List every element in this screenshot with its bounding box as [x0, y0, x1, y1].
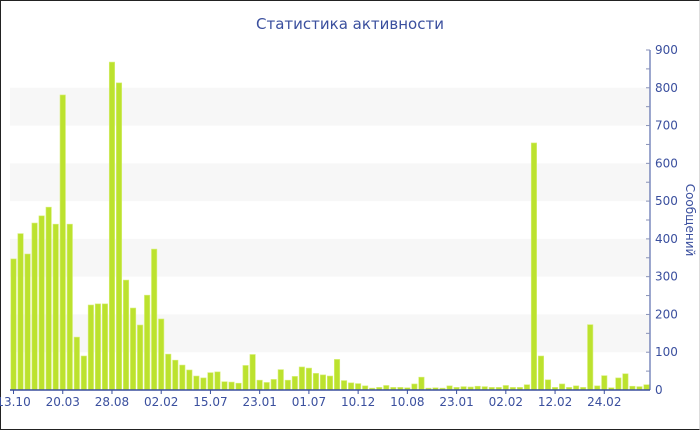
bar — [277, 369, 284, 391]
x-tick-label: 28.08 — [95, 395, 129, 409]
x-tick-label: 02.02 — [144, 395, 178, 409]
bar — [319, 374, 326, 391]
bar — [10, 258, 17, 391]
bar — [193, 375, 200, 391]
bar — [45, 206, 52, 391]
bar — [221, 381, 228, 391]
y-tick-label: 600 — [655, 156, 678, 170]
bar — [348, 382, 355, 391]
bar — [242, 365, 249, 391]
bar — [87, 304, 94, 391]
bar — [24, 253, 31, 391]
grid-band — [10, 163, 650, 202]
bar — [207, 372, 214, 391]
bar — [94, 303, 101, 391]
bar — [537, 355, 545, 391]
x-tick-label: 01.07 — [292, 395, 326, 409]
chart-title: Статистика активности — [256, 15, 444, 33]
y-tick-label: 500 — [655, 194, 678, 208]
bar — [228, 381, 235, 391]
bar — [545, 379, 552, 391]
y-tick-label: 700 — [655, 119, 678, 133]
bar — [179, 364, 186, 391]
bar — [263, 382, 270, 391]
bar — [291, 376, 298, 391]
grid-band — [10, 87, 650, 126]
bar — [284, 379, 291, 391]
y-tick-label: 400 — [655, 232, 678, 246]
bar — [38, 215, 45, 391]
bar — [355, 383, 362, 391]
grid-band — [10, 238, 650, 277]
x-tick-label: 12.02 — [538, 395, 572, 409]
bar — [256, 379, 263, 391]
bar — [601, 375, 608, 391]
bar — [298, 366, 305, 391]
bar — [312, 373, 319, 391]
bar — [80, 355, 87, 391]
bar — [411, 383, 418, 391]
y-tick-label: 200 — [655, 307, 678, 321]
bar — [587, 324, 594, 391]
bar — [418, 376, 425, 391]
x-tick-label: 10.12 — [341, 395, 375, 409]
bar — [530, 142, 537, 391]
bar — [137, 324, 144, 391]
bar — [523, 384, 530, 391]
bar — [158, 318, 165, 391]
x-tick-label: 20.03 — [46, 395, 80, 409]
bar — [151, 248, 158, 391]
y-tick-label: 0 — [655, 383, 663, 397]
x-tick-label: 24.02 — [587, 395, 621, 409]
bar — [130, 307, 137, 391]
bar — [101, 303, 108, 391]
bar — [326, 375, 334, 391]
bar — [615, 377, 622, 391]
x-tick-label: 13.10 — [0, 395, 31, 409]
bar — [31, 222, 38, 391]
bar — [200, 377, 207, 391]
bar — [123, 279, 130, 391]
bar — [66, 223, 73, 391]
y-tick-label: 100 — [655, 345, 678, 359]
bar — [108, 61, 115, 391]
y-axis: 0 100 200 300 400 500 600 700 800 900 — [646, 43, 678, 397]
bar — [52, 223, 59, 391]
bar — [115, 82, 123, 391]
x-tick-label: 23.01 — [242, 395, 276, 409]
bar — [144, 294, 151, 391]
y-tick-label: 800 — [655, 81, 678, 95]
bar — [249, 354, 256, 391]
bar — [73, 336, 80, 391]
bar — [643, 384, 650, 391]
bar — [270, 379, 277, 391]
y-axis-label: Сообщений — [683, 184, 697, 257]
bar — [559, 383, 566, 391]
y-tick-label: 900 — [655, 43, 678, 57]
y-tick-label: 300 — [655, 270, 678, 284]
bar — [59, 94, 66, 391]
bar — [235, 382, 242, 391]
bar — [214, 371, 221, 391]
bar — [172, 359, 179, 391]
bar — [186, 369, 193, 391]
bar — [622, 373, 629, 391]
bar — [305, 367, 312, 391]
x-axis: 13.10 20.03 28.08 02.02 15.07 23.01 01.07 10.12… — [0, 389, 650, 409]
x-tick-label: 23.01 — [439, 395, 473, 409]
x-tick-label: 15.07 — [193, 395, 227, 409]
x-tick-label: 10.08 — [390, 395, 424, 409]
bar — [341, 380, 348, 391]
bar — [165, 353, 172, 391]
bar — [17, 233, 24, 391]
x-tick-label: 02.02 — [489, 395, 523, 409]
bar — [334, 359, 341, 391]
